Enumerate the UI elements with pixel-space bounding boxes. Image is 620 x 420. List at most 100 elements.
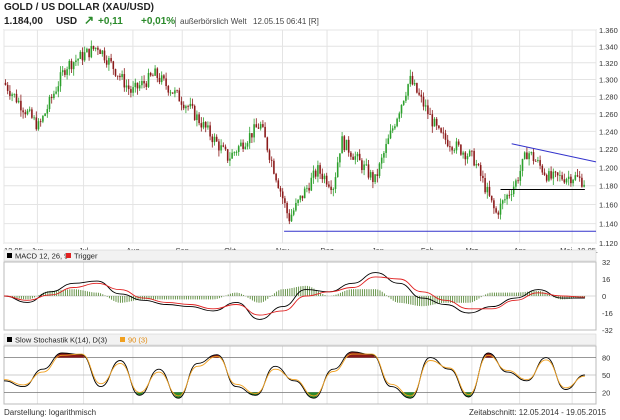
candle-body [545,174,548,181]
candle-body [420,94,423,97]
candle-body [242,142,244,149]
trigger-legend-label: Trigger [74,252,98,261]
candle-body [581,177,583,187]
candle-body [464,152,467,160]
candle-body [578,176,581,178]
candle-body [376,174,379,176]
price-y-tick-label: 1.300 [599,75,618,84]
trigger-legend-swatch [66,253,71,258]
candle-body [143,81,145,84]
candle-body [490,195,493,201]
candle-body [453,150,456,152]
candle-body [330,186,332,191]
candle-body [50,96,53,99]
stochastic-y-tick-label: 20 [602,388,610,397]
candle-body [317,165,319,177]
macd-panel: MACD 12, 26, 9 Trigger 32 16 0 -16 -32 [3,249,613,335]
candle-body [299,195,302,200]
macd-y-tick-label: 32 [602,258,610,267]
candle-body [561,175,563,180]
macd-y-tick-label: -32 [602,326,613,335]
price-y-tick-label: 1.180 [599,182,618,191]
candle-body [99,49,101,55]
last-price: 1.184,00 [4,16,43,27]
header-divider [175,17,176,27]
candle-body [169,92,172,94]
candle-body [141,81,143,86]
candle-body [530,152,533,154]
candle-body [449,146,451,148]
macd-legend-bar [3,249,597,262]
candle-body [39,121,42,123]
candle-body [158,77,161,83]
candle-body [332,188,335,191]
candle-body [519,170,522,181]
candle-body [121,74,123,78]
candle-body [83,52,86,61]
candle-body [497,212,500,215]
candle-body [48,96,51,110]
candle-body [244,146,247,149]
candle-body [387,138,390,144]
candle-body [422,96,425,107]
candle-body [319,165,321,174]
candle-body [479,165,482,176]
candle-body [389,130,392,139]
price-panel: 1.120 1.140 1.160 1.180 1.200 1.220 1.240 1.260… [3,26,618,255]
candle-body [257,127,260,129]
candle-body [358,153,361,161]
candle-body [400,104,403,114]
candle-body [211,136,214,143]
candle-body [438,125,440,129]
candle-body [508,194,511,196]
candle-body [200,123,203,128]
candle-body [9,90,11,96]
candle-body [455,141,458,151]
price-y-tick-label: 1.220 [599,145,618,154]
stochastic-y-tick-label: 50 [602,371,610,380]
candle-body [77,58,79,61]
candle-body [110,58,112,62]
candle-body [68,60,71,70]
candle-body [501,200,504,204]
candle-body [132,87,134,93]
price-y-tick-label: 1.240 [599,127,618,136]
candle-body [306,187,308,189]
candle-body [385,143,387,153]
stochastic-d-legend-label: 90 (3) [128,336,148,345]
candle-body [394,126,396,129]
candle-body [363,164,365,171]
candle-body [108,58,110,65]
candle-body [369,172,372,178]
candle-body [339,153,341,163]
candle-body [477,164,480,166]
candle-body [255,124,258,128]
candle-body [383,152,385,158]
candle-body [391,128,394,131]
candle-body [171,92,174,94]
candle-body [297,199,299,203]
candle-body [418,92,420,95]
candle-body [541,165,544,173]
candle-body [312,170,315,178]
candle-body [440,128,442,133]
candle-body [572,179,574,184]
candle-body [220,145,222,151]
candle-body [325,175,328,185]
candle-body [152,75,154,77]
price-y-tick-label: 1.160 [599,201,618,210]
candle-body [66,69,68,75]
candle-body [548,171,550,181]
candle-body [182,104,185,109]
candle-body [101,50,104,55]
candle-body [246,143,249,147]
stochastic-series-line [3,353,585,397]
candle-body [528,153,530,160]
candle-body [231,152,233,159]
candle-body [147,72,150,87]
candle-body [442,132,445,134]
candle-body [328,184,330,187]
candle-body [167,86,170,93]
candle-body [268,150,271,160]
candle-body [336,162,339,178]
